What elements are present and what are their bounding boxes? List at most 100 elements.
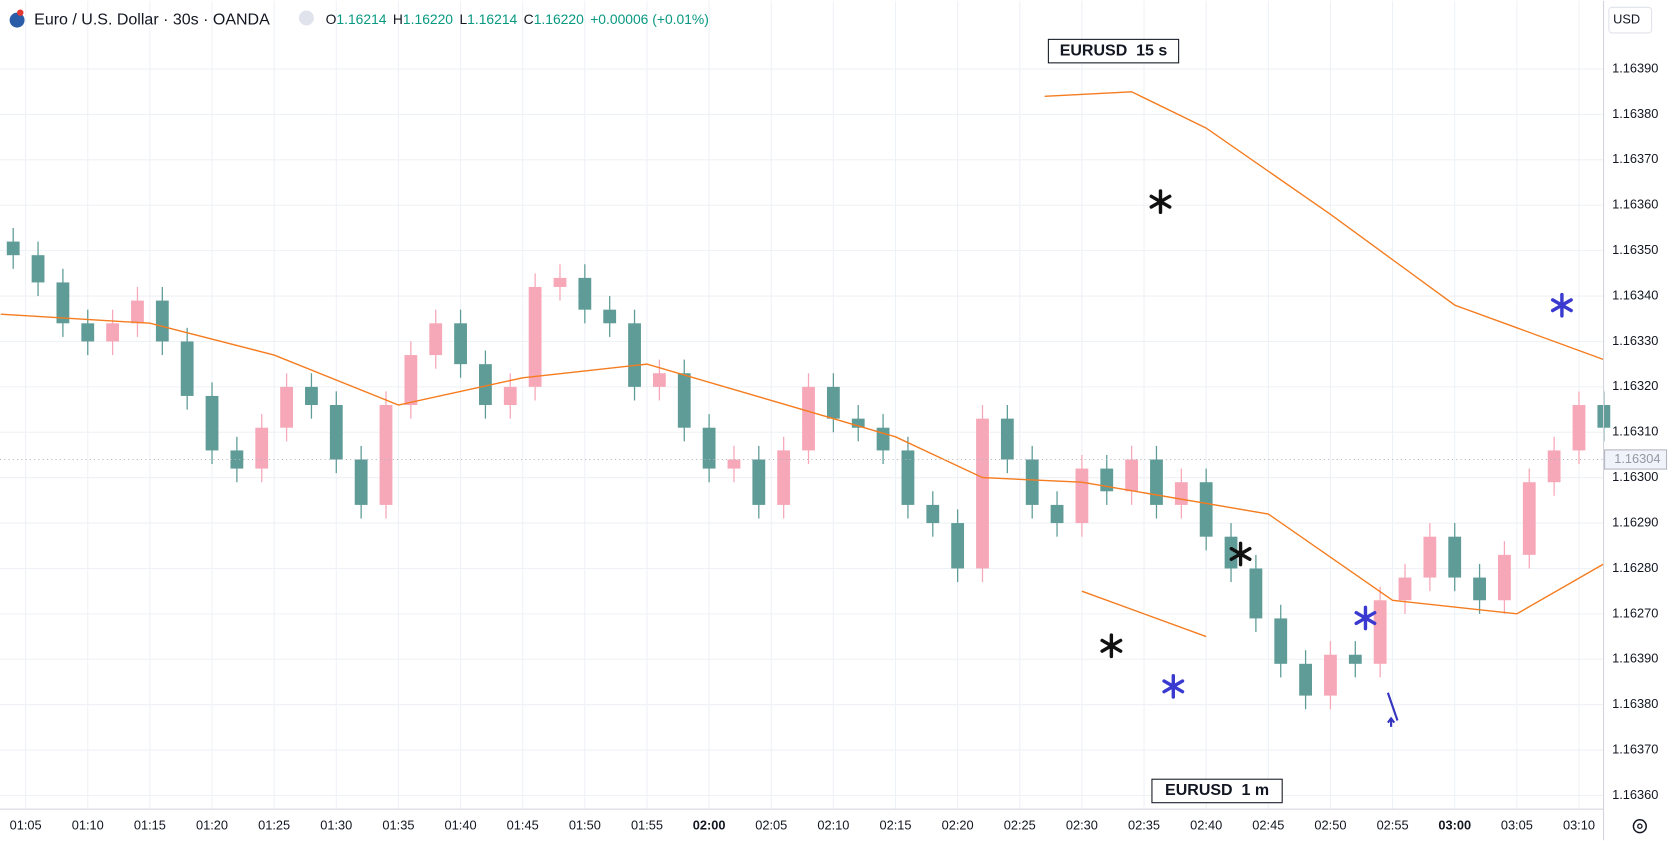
- candle-body: [205, 395, 219, 451]
- candle-body: [454, 323, 467, 365]
- x-tick-label: 02:05: [755, 818, 787, 833]
- candle-body: [429, 323, 443, 356]
- candle-body: [404, 355, 418, 406]
- currency: USD: [1613, 12, 1640, 27]
- candle-body: [1473, 577, 1486, 601]
- x-tick-label: 02:55: [1377, 818, 1409, 833]
- y-tick-label: 1.16300: [1612, 469, 1658, 484]
- y-tick-label: 1.16380: [1612, 106, 1658, 121]
- price-change: +0.00006 (+0.01%): [590, 11, 709, 27]
- candle-body: [131, 300, 144, 324]
- asterisk-drawing: [1354, 605, 1377, 631]
- y-tick-label: 1.16280: [1612, 560, 1658, 575]
- x-tick-label: 02:20: [942, 818, 974, 833]
- candle-body: [81, 323, 95, 342]
- candle-body: [1000, 418, 1014, 460]
- asterisk-drawing: [1550, 292, 1573, 318]
- ohlc-key: H: [393, 11, 403, 27]
- candle-body: [106, 323, 120, 342]
- ohlc-value: 1.16214: [467, 11, 517, 27]
- candle-body: [329, 405, 343, 460]
- y-tick-label: 1.16310: [1612, 424, 1658, 439]
- candle-body: [354, 459, 368, 505]
- x-tick-label: 01:05: [10, 818, 42, 833]
- x-tick-label: 01:40: [445, 818, 477, 833]
- ohlc-value: 1.16214: [336, 11, 386, 27]
- status-dot[interactable]: [298, 10, 314, 26]
- candle-body: [951, 523, 965, 569]
- candle-body: [6, 241, 20, 256]
- y-tick-label: 1.16270: [1612, 605, 1658, 620]
- ohlc-key: O: [326, 11, 337, 27]
- x-tick-label: 03:00: [1438, 818, 1471, 833]
- x-tick-label: 01:10: [72, 818, 104, 833]
- asterisk-drawing: [1162, 673, 1185, 699]
- ohlc-key: C: [524, 11, 534, 27]
- asterisk-drawing: [1229, 541, 1252, 567]
- candle-body: [802, 386, 815, 451]
- moving-average: [1081, 590, 1207, 638]
- y-tick-label: 1.16290: [1612, 514, 1658, 529]
- candle-body: [1373, 600, 1387, 664]
- candle-body: [777, 450, 791, 505]
- x-tick-label: 02:50: [1314, 818, 1346, 833]
- arrow-drawing: [1386, 692, 1399, 727]
- symbol-icon: [9, 12, 25, 28]
- candle-body: [255, 427, 269, 469]
- candle-body: [1498, 554, 1511, 601]
- y-tick-label: 1.16340: [1612, 287, 1658, 302]
- candle-body: [1025, 459, 1039, 505]
- candle-body: [1522, 482, 1536, 555]
- candle-body: [155, 300, 169, 342]
- candle-body: [876, 427, 890, 451]
- y-tick-label: 1.16350: [1612, 242, 1658, 257]
- asterisk-drawing: [1100, 633, 1123, 659]
- x-tick-label: 03:05: [1501, 818, 1533, 833]
- candle-body: [926, 504, 940, 524]
- candle-body: [826, 386, 840, 419]
- candle-body: [1299, 663, 1312, 696]
- settings-icon[interactable]: [1632, 819, 1647, 834]
- candle-body: [1398, 577, 1412, 601]
- candle-body: [56, 282, 70, 324]
- x-tick-label: 01:55: [631, 818, 663, 833]
- candle-body: [31, 255, 45, 283]
- candle-body: [628, 323, 641, 387]
- x-tick-label: 01:35: [382, 818, 414, 833]
- candle-body: [1274, 618, 1288, 664]
- candle-body: [1224, 536, 1238, 569]
- moving-average: [0, 313, 1605, 615]
- y-tick-label: 1.16360: [1612, 787, 1658, 802]
- x-tick-label: 02:30: [1066, 818, 1098, 833]
- asterisk-drawing: [1149, 189, 1172, 215]
- candle-body: [528, 286, 542, 387]
- y-tick-label: 1.16360: [1612, 197, 1658, 212]
- candle-body: [503, 386, 517, 406]
- candle-body: [1150, 459, 1163, 505]
- candle-body: [976, 418, 989, 569]
- x-tick-label: 01:50: [569, 818, 601, 833]
- candle-body: [553, 277, 567, 287]
- x-tick-label: 01:30: [320, 818, 352, 833]
- candle-body: [901, 450, 915, 505]
- candle-body: [230, 450, 244, 469]
- y-tick-label: 1.16390: [1612, 60, 1658, 75]
- y-tick-label: 1.16390: [1612, 651, 1658, 666]
- annotation-label: EURUSD 15 s: [1060, 42, 1168, 59]
- y-tick-label: 1.16370: [1612, 151, 1658, 166]
- annotations: EURUSD 15 s EURUSD 1 m: [1047, 38, 1399, 804]
- x-tick-label: 01:20: [196, 818, 228, 833]
- last-price-tag: [1604, 449, 1668, 470]
- last-price-label: 1.16304: [1614, 451, 1660, 466]
- candle-body: [479, 364, 492, 406]
- x-tick-label: 02:35: [1128, 818, 1160, 833]
- ohlc-key: L: [459, 11, 467, 27]
- x-tick-label: 02:10: [817, 818, 849, 833]
- y-tick-label: 1.16320: [1612, 378, 1658, 393]
- candle-body: [702, 427, 716, 469]
- currency-button[interactable]: [1608, 6, 1653, 34]
- candle-body: [578, 277, 592, 310]
- ohlc-values: O1.16214 H1.16220 L1.16214 C1.16220 +0.00006…: [326, 11, 709, 27]
